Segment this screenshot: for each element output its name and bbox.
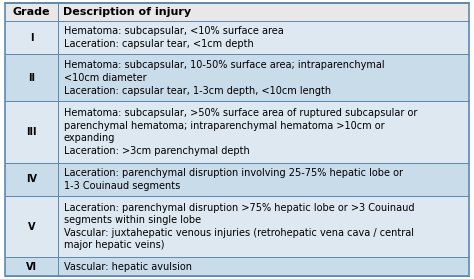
Text: Laceration: capsular tear, 1-3cm depth, <10cm length: Laceration: capsular tear, 1-3cm depth, …	[64, 86, 331, 96]
Text: Description of injury: Description of injury	[63, 7, 191, 17]
Bar	[5, 54, 469, 102]
Text: VI: VI	[26, 262, 37, 272]
Text: 1-3 Couinaud segments: 1-3 Couinaud segments	[64, 181, 180, 191]
Bar	[5, 196, 469, 257]
Text: segments within single lobe: segments within single lobe	[64, 215, 201, 225]
Text: Vascular: hepatic avulsion: Vascular: hepatic avulsion	[64, 262, 192, 272]
Text: II: II	[28, 73, 35, 83]
Text: Grade: Grade	[13, 7, 50, 17]
Text: Laceration: parenchymal disruption >75% hepatic lobe or >3 Couinaud: Laceration: parenchymal disruption >75% …	[64, 203, 414, 213]
Text: Laceration: >3cm parenchymal depth: Laceration: >3cm parenchymal depth	[64, 146, 250, 156]
Text: Vascular: juxtahepatic venous injuries (retrohepatic vena cava / central: Vascular: juxtahepatic venous injuries (…	[64, 228, 414, 238]
Text: IV: IV	[26, 174, 37, 184]
Text: parenchymal hematoma; intraparenchymal hematoma >10cm or: parenchymal hematoma; intraparenchymal h…	[64, 121, 384, 131]
Text: III: III	[26, 127, 36, 137]
Bar	[5, 3, 469, 21]
Text: I: I	[30, 33, 33, 43]
Text: Laceration: parenchymal disruption involving 25-75% hepatic lobe or: Laceration: parenchymal disruption invol…	[64, 167, 403, 177]
Bar	[5, 257, 469, 276]
Text: V: V	[27, 222, 35, 232]
Text: major hepatic veins): major hepatic veins)	[64, 240, 164, 250]
Bar	[5, 163, 469, 196]
Bar	[5, 21, 469, 54]
Text: Hematoma: subcapsular, <10% surface area: Hematoma: subcapsular, <10% surface area	[64, 26, 283, 36]
Text: expanding: expanding	[64, 133, 115, 143]
Text: Hematoma: subcapsular, >50% surface area of ruptured subcapsular or: Hematoma: subcapsular, >50% surface area…	[64, 108, 417, 118]
Text: Hematoma: subcapsular, 10-50% surface area; intraparenchymal: Hematoma: subcapsular, 10-50% surface ar…	[64, 60, 384, 70]
Text: Laceration: capsular tear, <1cm depth: Laceration: capsular tear, <1cm depth	[64, 39, 254, 49]
Bar	[5, 102, 469, 163]
Text: <10cm diameter: <10cm diameter	[64, 73, 146, 83]
